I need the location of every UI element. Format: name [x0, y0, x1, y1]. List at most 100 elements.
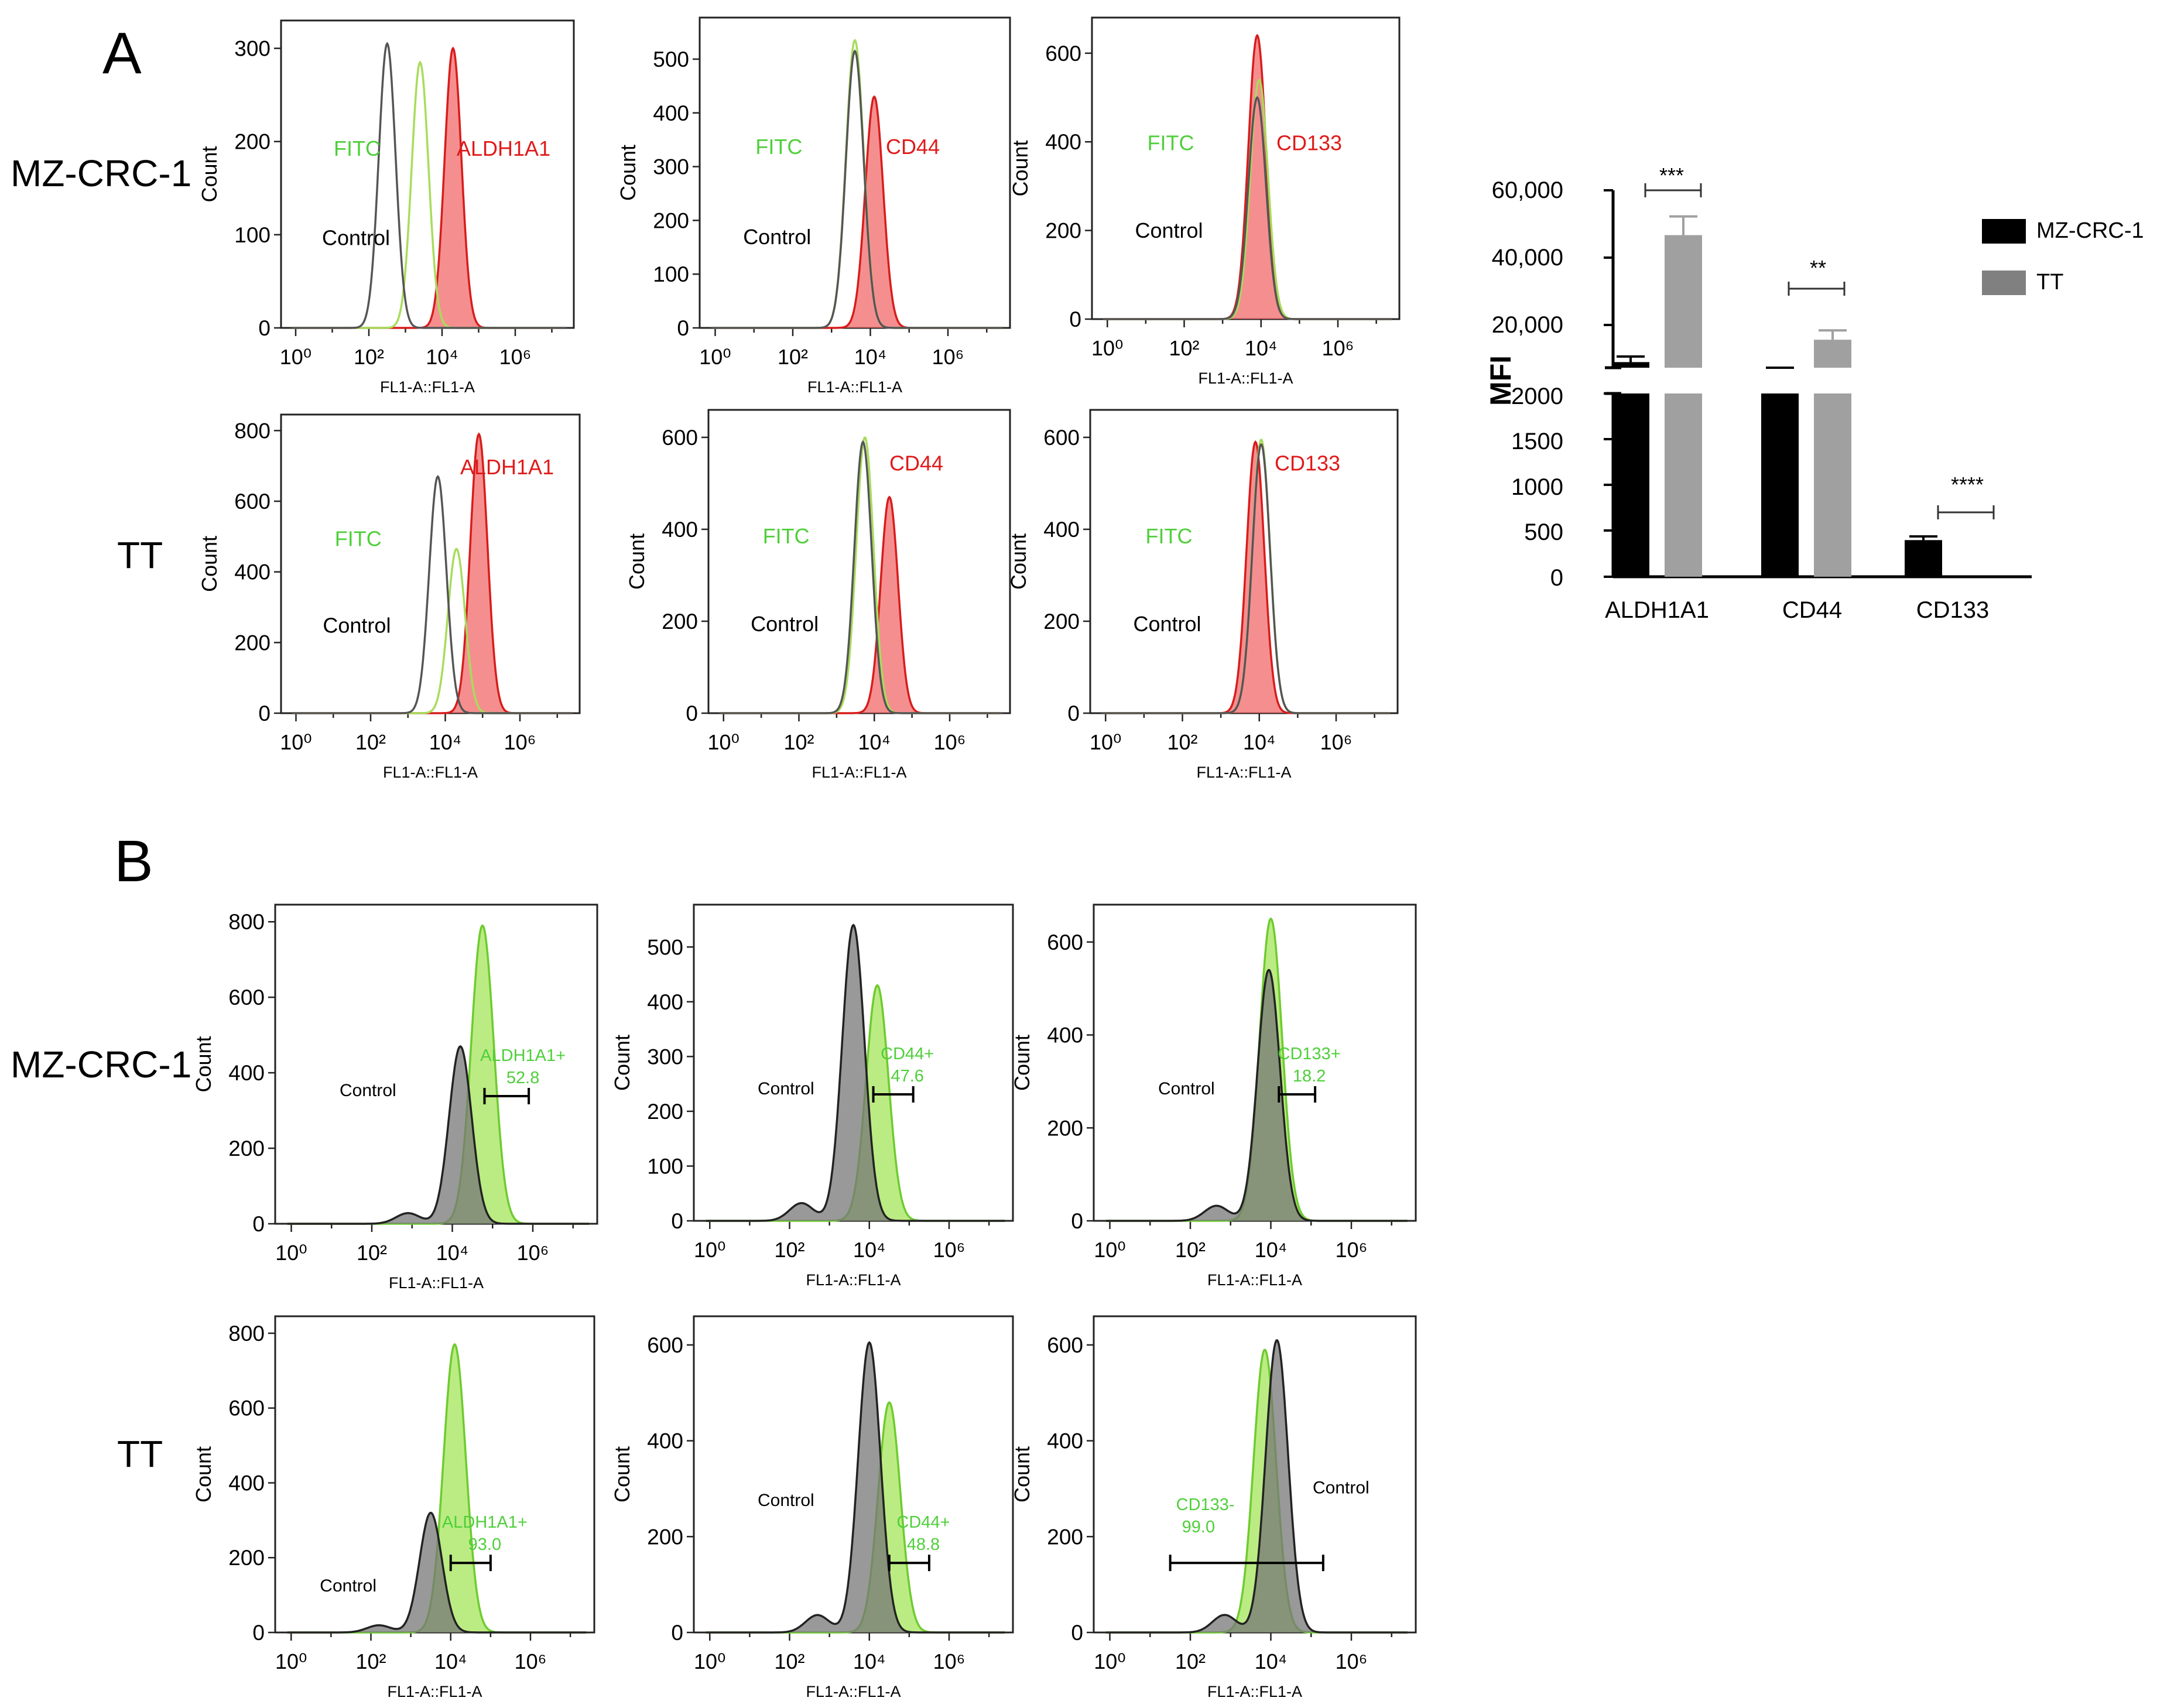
- y-axis-label: Count: [191, 1036, 215, 1092]
- x-axis-label: FL1-A::FL1-A: [807, 378, 902, 396]
- control-label: Control: [758, 1491, 814, 1510]
- x-tick-label: 10⁶: [933, 1238, 965, 1262]
- plot-frame: [707, 409, 1011, 714]
- control-label: Control: [758, 1079, 814, 1098]
- control-label: Control: [320, 1576, 376, 1596]
- gate-value: 99.0: [1182, 1518, 1215, 1536]
- series-curve-control: [1105, 968, 1408, 1222]
- series-curve-fitc: [711, 38, 1002, 329]
- y-tick-label: 200: [1045, 219, 1081, 243]
- x-tick-label: 10⁰: [280, 345, 311, 369]
- bar-tt-cd44-lower: [1814, 393, 1851, 577]
- y-tick-label: 600: [228, 1396, 265, 1421]
- y-tick-label: 0: [686, 701, 698, 725]
- y-tick-label: 200: [1043, 610, 1080, 634]
- y-tick-label: 200: [1047, 1525, 1083, 1549]
- mfi-bar-chart: MFI 60,000 40,000 20,000 2000 1500 1000 …: [1484, 163, 2144, 623]
- x-tick-label: 10⁴: [1255, 1649, 1288, 1673]
- y-tick-label: 100: [234, 223, 271, 247]
- fitc-label: FITC: [755, 135, 802, 159]
- x-tick-label: 10⁰: [694, 1238, 725, 1262]
- bar-mzcrc1-aldh1a1-lower: [1612, 393, 1649, 577]
- x-tick-label: 10⁰: [275, 1241, 307, 1265]
- series-curve-control: [720, 440, 1003, 714]
- bar-xlabel-aldh1a1: ALDH1A1: [1605, 597, 1709, 623]
- y-tick-label: 600: [1045, 42, 1081, 66]
- gate-label: ALDH1A1+: [442, 1513, 528, 1532]
- fitc-label: FITC: [1148, 131, 1194, 155]
- marker-label: CD133: [1275, 451, 1340, 475]
- y-tick-label: 100: [653, 262, 689, 286]
- x-tick-label: 10⁰: [1090, 730, 1121, 754]
- row-label-a-tt: TT: [117, 534, 163, 576]
- gate-label: ALDH1A1+: [480, 1046, 566, 1065]
- x-tick-label: 10⁴: [434, 1649, 467, 1673]
- y-tick-label: 400: [1043, 518, 1080, 542]
- fitc-label: FITC: [1146, 524, 1193, 548]
- bar-ytick-1500: 1500: [1511, 429, 1563, 454]
- x-tick-label: 10⁰: [699, 345, 731, 369]
- y-tick-label: 600: [1047, 1333, 1083, 1357]
- panel-label-a: A: [102, 20, 142, 86]
- legend-swatch-mzcrc1: [1982, 219, 2026, 244]
- x-tick-label: 10⁶: [504, 730, 536, 754]
- y-axis-label: Count: [1008, 140, 1032, 196]
- x-tick-label: 10⁶: [1336, 1238, 1368, 1262]
- y-tick-label: 400: [234, 560, 271, 584]
- marker-label: ALDH1A1: [460, 455, 554, 479]
- x-tick-label: 10⁴: [1245, 336, 1278, 360]
- sig-aldh1a1: ***: [1659, 163, 1684, 187]
- y-tick-label: 600: [1047, 930, 1083, 954]
- gate-label: CD44+: [896, 1513, 950, 1532]
- y-tick-label: 300: [647, 1045, 683, 1069]
- y-tick-label: 200: [234, 631, 271, 655]
- series-curve-control: [287, 1511, 587, 1634]
- series-curve-control: [287, 1045, 590, 1225]
- y-axis-label: Count: [610, 1035, 634, 1091]
- y-tick-label: 400: [1045, 130, 1081, 154]
- y-tick-label: 300: [234, 37, 271, 61]
- y-tick-label: 200: [647, 1525, 683, 1549]
- y-tick-label: 600: [1043, 426, 1080, 450]
- x-tick-label: 10²: [355, 1649, 386, 1673]
- x-tick-label: 10⁶: [515, 1649, 547, 1673]
- gate-value: 52.8: [506, 1069, 539, 1087]
- y-axis-label: Count: [1006, 533, 1030, 590]
- x-tick-label: 10²: [778, 345, 808, 369]
- bar-tt-cd44: [1814, 340, 1851, 368]
- control-label: Control: [751, 612, 819, 636]
- series-curve-fitc: [720, 436, 1003, 714]
- marker-label: CD44: [886, 135, 940, 159]
- legend-label-mzcrc1: MZ-CRC-1: [2036, 218, 2144, 243]
- x-tick-label: 10²: [783, 730, 814, 754]
- control-label: Control: [1134, 612, 1201, 636]
- series-curve-control: [711, 49, 1002, 329]
- y-tick-label: 800: [228, 1322, 265, 1346]
- gate-value: 93.0: [468, 1535, 501, 1554]
- y-tick-label: 200: [647, 1100, 683, 1124]
- x-tick-label: 10⁶: [933, 1649, 965, 1673]
- x-axis-label: FL1-A::FL1-A: [387, 1683, 482, 1700]
- fitc-label: FITC: [335, 526, 382, 550]
- x-tick-label: 10⁶: [499, 345, 532, 369]
- series-curve-aldh1a1-: [287, 925, 590, 1225]
- x-tick-label: 10⁶: [1322, 336, 1354, 360]
- x-tick-label: 10⁶: [1320, 730, 1353, 754]
- y-tick-label: 200: [228, 1137, 265, 1161]
- x-tick-label: 10⁰: [708, 730, 739, 754]
- series-curve-control: [292, 475, 573, 714]
- y-axis-label: Count: [616, 145, 640, 201]
- x-axis-label: FL1-A::FL1-A: [812, 764, 906, 781]
- control-label: Control: [323, 613, 391, 637]
- y-tick-label: 500: [647, 935, 683, 959]
- x-axis-label: FL1-A::FL1-A: [1196, 764, 1291, 781]
- series-curve-cd133: [1103, 33, 1392, 320]
- series-curve-fitc: [292, 60, 567, 329]
- y-tick-label: 0: [671, 1209, 683, 1233]
- series-curve-control: [706, 1341, 1005, 1634]
